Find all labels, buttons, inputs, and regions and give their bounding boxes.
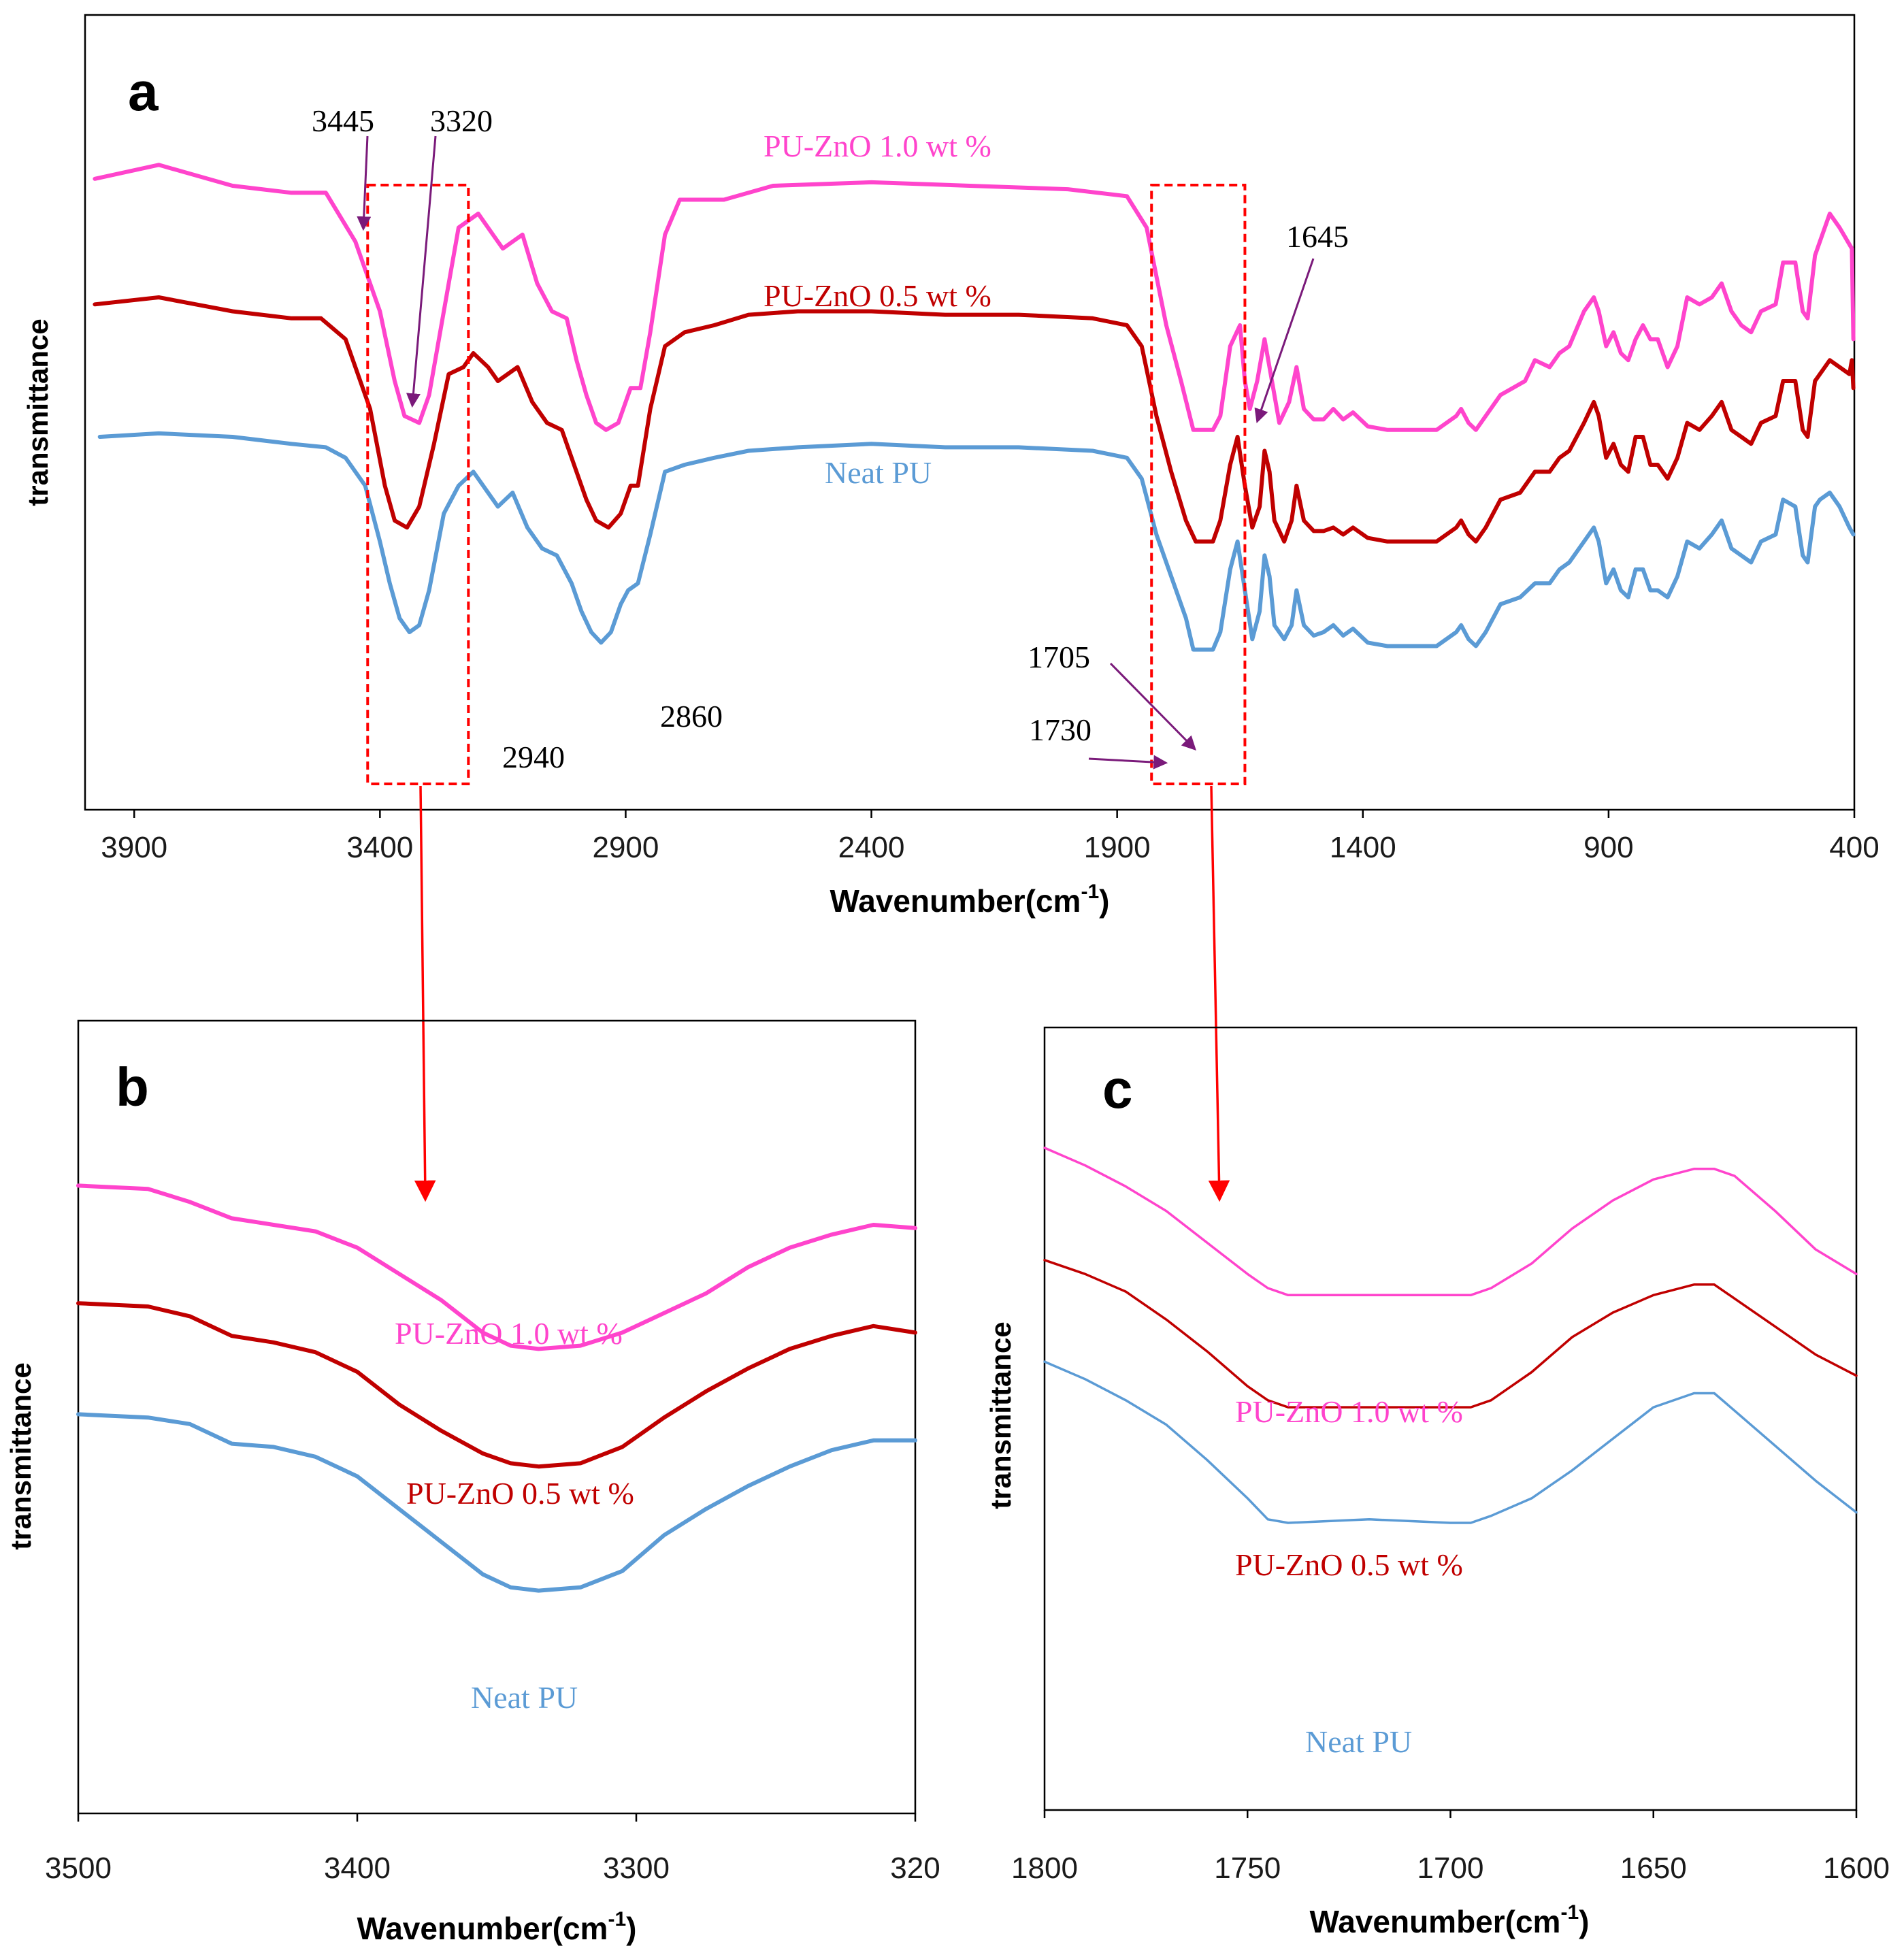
series-line-neat-pu [97,431,1856,652]
series-line-neat-pu [76,1412,917,1593]
x-tick-label: 900 [1583,831,1633,864]
x-tick-label: 1600 [1823,1852,1890,1885]
highlight-box [1150,184,1247,785]
panel-b-series [76,1183,917,1593]
annotation-3320-arrow [406,135,437,408]
panel-b-label-pu-zno-1: PU-ZnO 1.0 wt % [395,1316,623,1351]
annotation-1730-arrow [1088,755,1168,770]
panel-b-x-ticks: 3500 3400 3300 320 [45,1813,940,1885]
x-tick-label: 3400 [346,831,413,864]
panel-a-highlight-boxes [366,184,1247,785]
x-tick-label: 1400 [1330,831,1396,864]
panel-a: 3900 3400 2900 2400 1900 1400 900 400 a PU-ZnO … [22,14,1880,919]
series-line-pu-zno-1-0-wt [76,1183,917,1351]
panel-a-letter: a [128,61,159,122]
zoom-arrow-to-panel-c [1208,785,1230,1202]
panel-c-series [1043,1147,1858,1524]
panel-c-x-ticks: 1800 1750 1700 1650 1600 [1011,1810,1890,1885]
panel-c-label-neat-pu: Neat PU [1305,1724,1412,1759]
annotation-1705-arrow [1109,662,1196,751]
panel-b-label-pu-zno-05: PU-ZnO 0.5 wt % [406,1476,634,1511]
annotation-2940: 2940 [502,740,565,774]
series-line-pu-zno-0-5-wt [93,295,1856,544]
x-tick-label: 2900 [592,831,659,864]
x-tick-label: 3500 [45,1852,112,1885]
panel-c-letter: c [1102,1059,1133,1119]
annotation-1645: 1645 [1286,219,1349,254]
panel-c-label-pu-zno-05: PU-ZnO 0.5 wt % [1235,1547,1463,1582]
panel-c-x-label: Wavenumber(cm-1) [1310,1901,1590,1939]
annotation-1645-arrow [1254,258,1315,423]
zoom-arrow-to-panel-b [414,785,436,1202]
panel-a-label-pu-zno-1: PU-ZnO 1.0 wt % [764,129,991,163]
x-tick-label: 3900 [101,831,167,864]
series-line-pu-zno-0-5-wt [1043,1259,1858,1409]
panel-a-series [93,163,1856,652]
panel-b-x-label: Wavenumber(cm-1) [357,1908,637,1946]
series-line-pu-zno-1-0-wt [93,163,1856,432]
annotation-1705: 1705 [1028,640,1090,674]
x-tick-label: 1900 [1084,831,1151,864]
x-tick-label: 3300 [603,1852,670,1885]
annotation-2860: 2860 [660,699,723,734]
panel-b-letter: b [116,1057,149,1117]
annotation-3445-arrow [357,135,372,231]
panel-a-label-pu-zno-05: PU-ZnO 0.5 wt % [764,278,991,313]
panel-a-x-ticks: 3900 3400 2900 2400 1900 1400 900 400 [101,810,1880,864]
x-tick-label: 1650 [1620,1852,1687,1885]
panel-a-x-label: Wavenumber(cm-1) [830,881,1110,919]
panel-b-label-neat-pu: Neat PU [471,1680,578,1715]
panel-c-label-pu-zno-1: PU-ZnO 1.0 wt % [1235,1394,1463,1429]
x-tick-label: 320 [890,1852,940,1885]
panel-b: 3500 3400 3300 320 b PU-ZnO 1.0 wt % PU-ZnO… [5,1019,940,1946]
highlight-box [366,184,470,785]
x-tick-label: 400 [1829,831,1879,864]
series-line-neat-pu [1043,1360,1858,1524]
x-tick-label: 2400 [838,831,905,864]
annotation-3445: 3445 [312,103,374,138]
x-tick-label: 3400 [324,1852,391,1885]
panel-a-label-neat-pu: Neat PU [825,455,932,490]
panel-b-frame [77,1019,917,1815]
series-line-pu-zno-1-0-wt [1043,1147,1858,1297]
panel-c-y-label: transmittance [985,1321,1017,1509]
panel-a-frame [84,14,1856,811]
panel-a-y-label: transmittance [22,318,54,506]
x-tick-label: 1750 [1214,1852,1281,1885]
panel-b-y-label: transmittance [5,1362,37,1549]
series-line-pu-zno-0-5-wt [76,1301,917,1469]
annotation-3320: 3320 [430,103,493,138]
panel-c: 1800 1750 1700 1650 1600 c PU-ZnO 1.0 wt % P… [985,1026,1890,1939]
x-tick-label: 1700 [1417,1852,1484,1885]
x-tick-label: 1800 [1011,1852,1078,1885]
annotation-1730: 1730 [1029,712,1091,747]
